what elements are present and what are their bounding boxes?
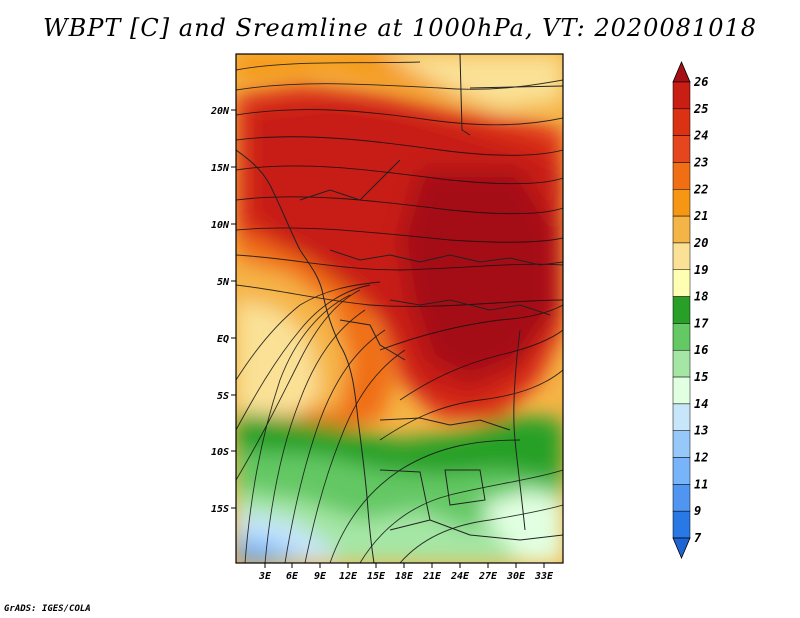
colorbar-segment xyxy=(672,376,691,405)
colorbar-label: 24 xyxy=(693,129,708,143)
lon-label-27e: 27E xyxy=(478,571,498,582)
colorbar-segment xyxy=(672,349,691,378)
colorbar-label: 17 xyxy=(694,316,709,330)
lon-label-30e: 30E xyxy=(506,571,526,582)
colorbar-label: 9 xyxy=(694,504,701,518)
lon-label-9e: 9E xyxy=(314,571,327,582)
colorbar-segment xyxy=(672,108,691,136)
colorbar-label: 12 xyxy=(694,451,708,465)
country-borders xyxy=(236,54,563,563)
colorbar-label: 14 xyxy=(694,397,708,411)
grads-credit: GrADS: IGES/COLA xyxy=(4,604,91,614)
colorbar-segment xyxy=(672,135,691,163)
lat-label-15n: 15N xyxy=(211,163,230,174)
colorbar-segment xyxy=(672,323,691,351)
colorbar-bottom-triangle xyxy=(672,537,691,560)
colorbar-label: 19 xyxy=(694,263,708,277)
colorbar-segment xyxy=(672,269,691,297)
colorbar-segment xyxy=(672,242,691,271)
lat-label-15s: 15S xyxy=(211,504,229,515)
longitude-axis: 3E 6E 9E 12E 15E 18E 21E 24E 27E 30E 33E xyxy=(258,563,554,582)
colorbar: 26 25 24 23 22 21 20 19 18 17 16 15 14 13 12 11 9 7 xyxy=(672,60,709,560)
lat-label-10n: 10N xyxy=(211,220,230,231)
lon-label-33e: 33E xyxy=(534,571,554,582)
colorbar-label: 15 xyxy=(694,370,708,384)
colorbar-segment xyxy=(672,430,691,458)
map-frame xyxy=(235,53,564,564)
colorbar-label: 26 xyxy=(693,75,708,89)
lat-label-eq: EQ xyxy=(217,334,229,345)
lat-label-10s: 10S xyxy=(211,447,229,458)
colorbar-segment xyxy=(672,189,691,217)
colorbar-label: 16 xyxy=(694,343,708,357)
colorbar-segment xyxy=(672,484,691,512)
latitude-axis: 20N 15N 10N 5N EQ 5S 10S 15S xyxy=(210,106,236,515)
lat-label-5n: 5N xyxy=(217,277,230,288)
lon-label-24e: 24E xyxy=(450,571,470,582)
colorbar-segment xyxy=(672,215,691,244)
lat-label-5s: 5S xyxy=(217,391,229,402)
colorbar-segment xyxy=(672,162,691,190)
chart-title: WBPT [C] and Sreamline at 1000hPa, VT: 2… xyxy=(42,14,758,42)
colorbar-label: 13 xyxy=(694,424,708,438)
colorbar-segment xyxy=(672,403,691,431)
lat-label-20n: 20N xyxy=(210,106,230,117)
lon-label-12e: 12E xyxy=(339,571,358,582)
wbpt-shading xyxy=(236,54,563,563)
colorbar-label: 25 xyxy=(693,102,708,116)
lon-label-6e: 6E xyxy=(286,571,299,582)
colorbar-label: 7 xyxy=(694,531,702,545)
colorbar-segment xyxy=(672,296,691,324)
colorbar-label: 18 xyxy=(694,290,708,304)
colorbar-label: 21 xyxy=(693,209,708,223)
lon-label-15e: 15E xyxy=(367,571,386,582)
colorbar-label: 11 xyxy=(694,477,708,491)
colorbar-segment xyxy=(672,510,691,539)
colorbar-top-triangle xyxy=(672,60,691,83)
lon-label-21e: 21E xyxy=(422,571,442,582)
lon-label-18e: 18E xyxy=(395,571,414,582)
colorbar-segment xyxy=(672,81,691,110)
colorbar-label: 23 xyxy=(693,155,708,169)
colorbar-segment xyxy=(672,457,691,485)
colorbar-label: 22 xyxy=(693,182,708,196)
colorbar-label: 20 xyxy=(693,236,708,250)
streamlines xyxy=(236,61,563,563)
lon-label-3e: 3E xyxy=(258,571,272,582)
